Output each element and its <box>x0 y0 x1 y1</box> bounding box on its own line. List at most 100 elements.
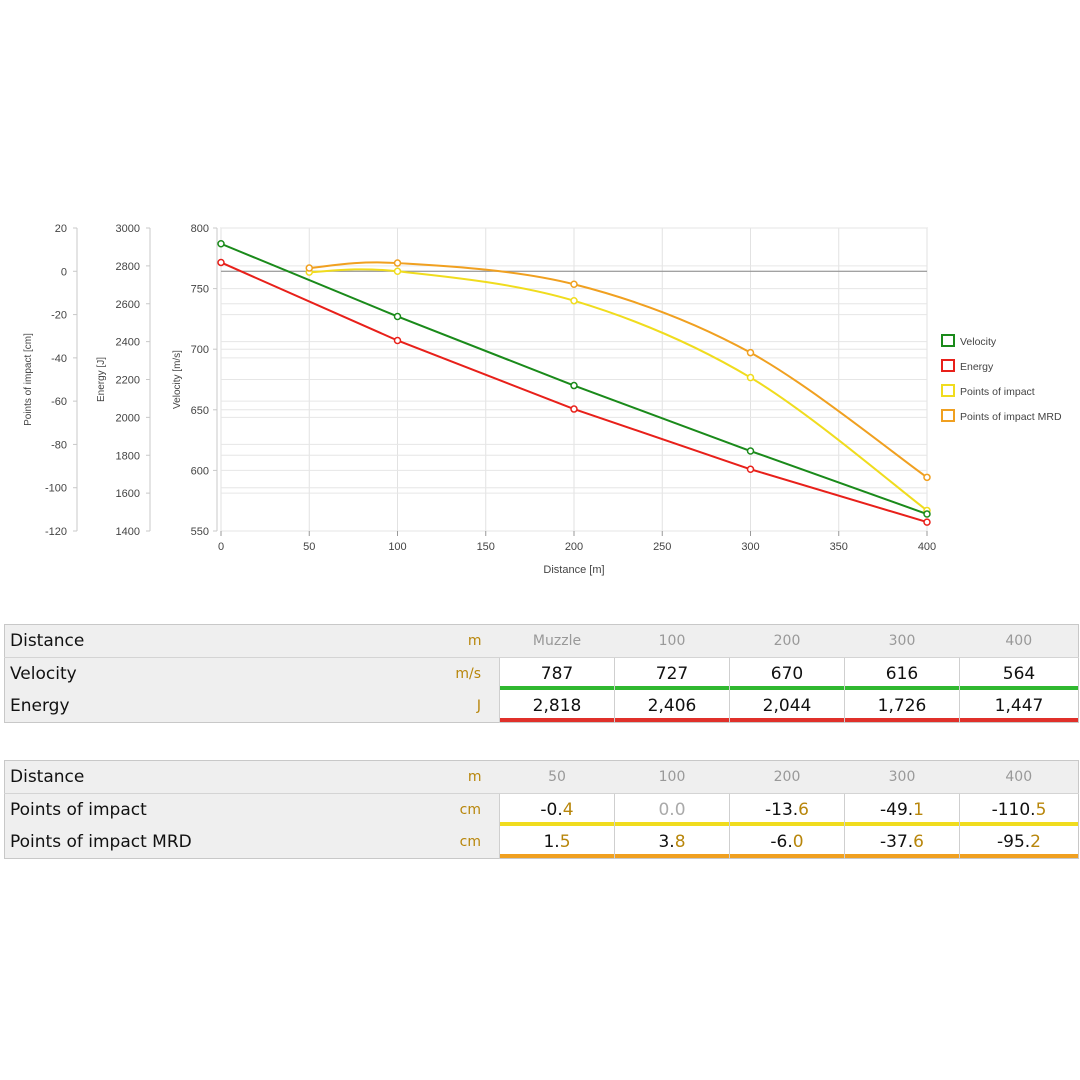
unit-label: m <box>419 624 500 658</box>
velocity-value: 787 <box>499 657 615 690</box>
column-header: Muzzle <box>499 624 615 658</box>
poi-tick-label: -100 <box>45 483 67 495</box>
unit-label: cm <box>459 834 481 850</box>
poi-value: -13.6 <box>729 793 845 826</box>
velocity-energy-table: Distance m Muzzle 100 200 300 400 Veloci… <box>4 624 1079 723</box>
value-int: -110. <box>991 800 1036 820</box>
velocity-value: 616 <box>844 657 960 690</box>
energy-tick-label: 2600 <box>116 299 140 311</box>
value-decimal: 4 <box>562 800 574 820</box>
value-decimal: 6 <box>798 800 809 820</box>
x-tick-label: 400 <box>918 541 936 553</box>
poi-tick-label: 0 <box>61 266 67 278</box>
unit-label: m <box>419 760 500 794</box>
energy-value: 2,818 <box>499 690 615 723</box>
energy-value: 1,447 <box>959 690 1079 723</box>
energy-tick-label: 2000 <box>116 412 140 424</box>
energy-tick-label: 1400 <box>116 526 140 538</box>
value-int: 0.0 <box>658 800 686 820</box>
row-label: Points of impact <box>10 800 147 820</box>
table-row-velocity: Velocity m/s 787 727 670 616 564 <box>5 657 1079 690</box>
column-header: 50 <box>499 760 615 794</box>
energy-point <box>746 465 755 474</box>
poi-value: -49.1 <box>844 793 960 826</box>
column-header: 100 <box>614 624 730 658</box>
unit-label: J <box>476 698 481 714</box>
value-decimal: 5 <box>1035 800 1047 820</box>
value-decimal: 1 <box>913 800 924 820</box>
value-decimal: 5 <box>559 832 571 852</box>
row-label: Distance <box>4 624 420 658</box>
points-of-impact-point <box>570 296 578 305</box>
velocity-tick-label: 700 <box>191 344 209 356</box>
x-tick-label: 50 <box>303 541 315 553</box>
energy-tick-label: 2400 <box>116 337 140 349</box>
legend-label-energy: Energy <box>960 361 994 373</box>
x-tick-label: 100 <box>388 541 406 553</box>
x-tick-label: 300 <box>741 541 759 553</box>
legend-label-points-of-impact-mrd: Points of impact MRD <box>960 411 1062 423</box>
value-int: 3. <box>658 832 675 852</box>
row-label: Energy <box>10 696 70 716</box>
poi-value: 0.0 <box>614 793 730 826</box>
unit-label: cm <box>459 802 481 818</box>
legend-swatch-velocity <box>941 334 955 347</box>
points-of-impact-mrd-point <box>923 473 931 482</box>
x-tick-label: 150 <box>477 541 495 553</box>
legend-swatch-points-of-impact-mrd <box>941 409 955 422</box>
table-row-points-of-impact: Points of impact cm -0.4 0.0 -13.6 -49.1… <box>5 793 1079 826</box>
legend-swatch-points-of-impact <box>941 384 955 397</box>
legend-label-points-of-impact: Points of impact <box>960 386 1035 398</box>
velocity-value: 564 <box>959 657 1079 690</box>
poi-tick-label: -40 <box>51 353 67 365</box>
x-tick-label: 0 <box>218 541 224 553</box>
points-of-impact-point <box>393 267 402 276</box>
energy-point <box>217 258 225 267</box>
energy-value: 1,726 <box>844 690 960 723</box>
points-of-impact-mrd-line <box>309 261 928 479</box>
value-int: -0. <box>540 800 563 820</box>
column-header: 300 <box>844 760 960 794</box>
column-header: 400 <box>959 760 1079 794</box>
energy-axis-title: Energy [J] <box>96 357 107 402</box>
points-of-impact-mrd-point <box>746 348 755 357</box>
energy-tick-label: 3000 <box>116 223 140 235</box>
column-header: 200 <box>729 760 845 794</box>
poi-mrd-value: -95.2 <box>959 826 1079 859</box>
value-int: 1. <box>543 832 560 852</box>
energy-point <box>570 405 578 413</box>
energy-point <box>923 518 931 526</box>
value-decimal: 6 <box>913 832 924 852</box>
legend-swatch-energy <box>941 359 955 372</box>
legend-label-velocity: Velocity <box>960 336 997 348</box>
x-tick-label: 350 <box>830 541 848 553</box>
poi-mrd-value: -6.0 <box>729 826 845 859</box>
value-int: -49. <box>880 800 914 820</box>
velocity-value: 727 <box>614 657 730 690</box>
points-of-impact-mrd-point <box>305 264 313 272</box>
velocity-point <box>923 510 931 518</box>
value-decimal: 0 <box>792 832 804 852</box>
velocity-tick-label: 600 <box>191 465 209 477</box>
energy-tick-label: 2200 <box>116 375 140 387</box>
velocity-point <box>393 312 402 321</box>
table-row-energy: Energy J 2,818 2,406 2,044 1,726 1,447 <box>5 690 1079 723</box>
velocity-point <box>570 381 578 390</box>
value-int: -6. <box>770 832 793 852</box>
unit-label: m/s <box>455 666 481 682</box>
energy-value: 2,406 <box>614 690 730 723</box>
velocity-tick-label: 650 <box>191 405 209 417</box>
row-label: Velocity <box>10 664 77 684</box>
velocity-tick-label: 800 <box>191 223 209 235</box>
value-int: -37. <box>880 832 914 852</box>
velocity-point <box>746 447 755 455</box>
poi-tick-label: 20 <box>55 223 67 235</box>
poi-value: -0.4 <box>499 793 615 826</box>
velocity-point <box>217 240 225 248</box>
poi-axis-title: Points of impact [cm] <box>23 333 34 426</box>
table-row-points-of-impact-mrd: Points of impact MRD cm 1.5 3.8 -6.0 -37… <box>5 826 1079 859</box>
energy-tick-label: 1800 <box>116 450 140 462</box>
poi-mrd-value: -37.6 <box>844 826 960 859</box>
column-header: 300 <box>844 624 960 658</box>
value-int: -95. <box>997 832 1031 852</box>
